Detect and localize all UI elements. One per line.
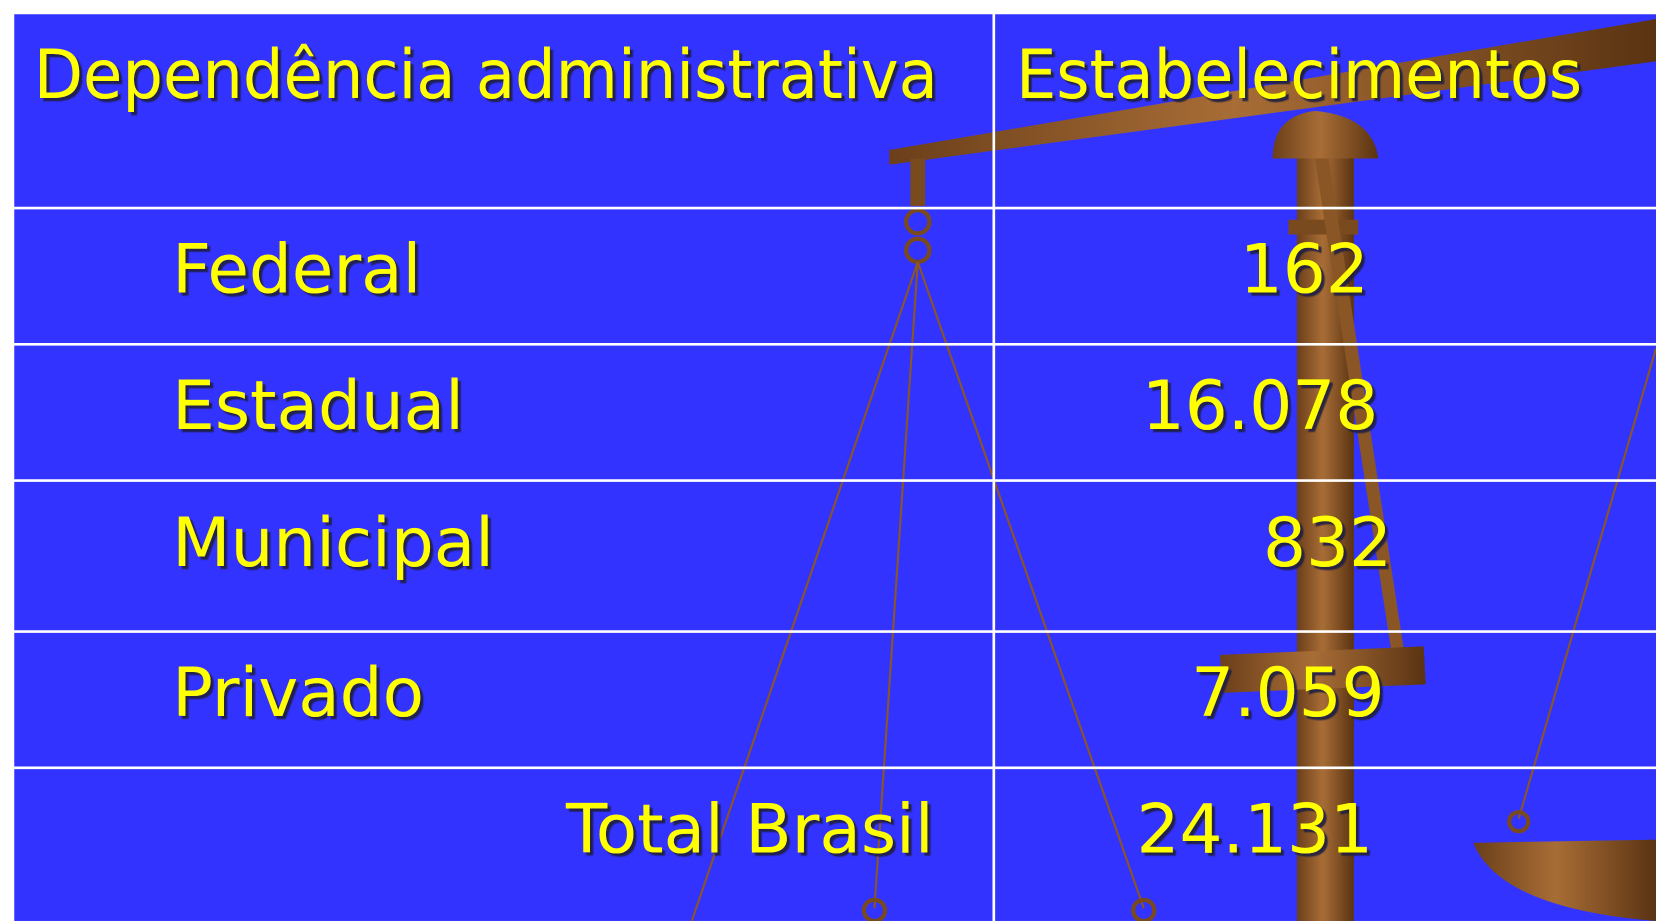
total-label: Total Brasil	[565, 789, 934, 868]
total-value: 24.131	[1136, 789, 1372, 868]
row-label: Federal	[172, 230, 421, 309]
slide: Dependência administrativa Estabelecimen…	[0, 0, 1656, 921]
row-value: 7.059	[1191, 653, 1384, 732]
header-cell: Dependência administrativa	[34, 35, 938, 114]
page: {"table": {"header": ["Dependência admin…	[0, 0, 1656, 921]
table-background	[11, 11, 1656, 921]
row-label: Estadual	[172, 366, 464, 445]
row-label: Municipal	[172, 503, 494, 582]
row-value: 832	[1263, 503, 1392, 582]
header-cell: Estabelecimentos	[1016, 35, 1582, 114]
row-label: Privado	[172, 653, 424, 732]
row-value: 162	[1240, 230, 1369, 309]
row-value: 16.078	[1142, 366, 1378, 445]
